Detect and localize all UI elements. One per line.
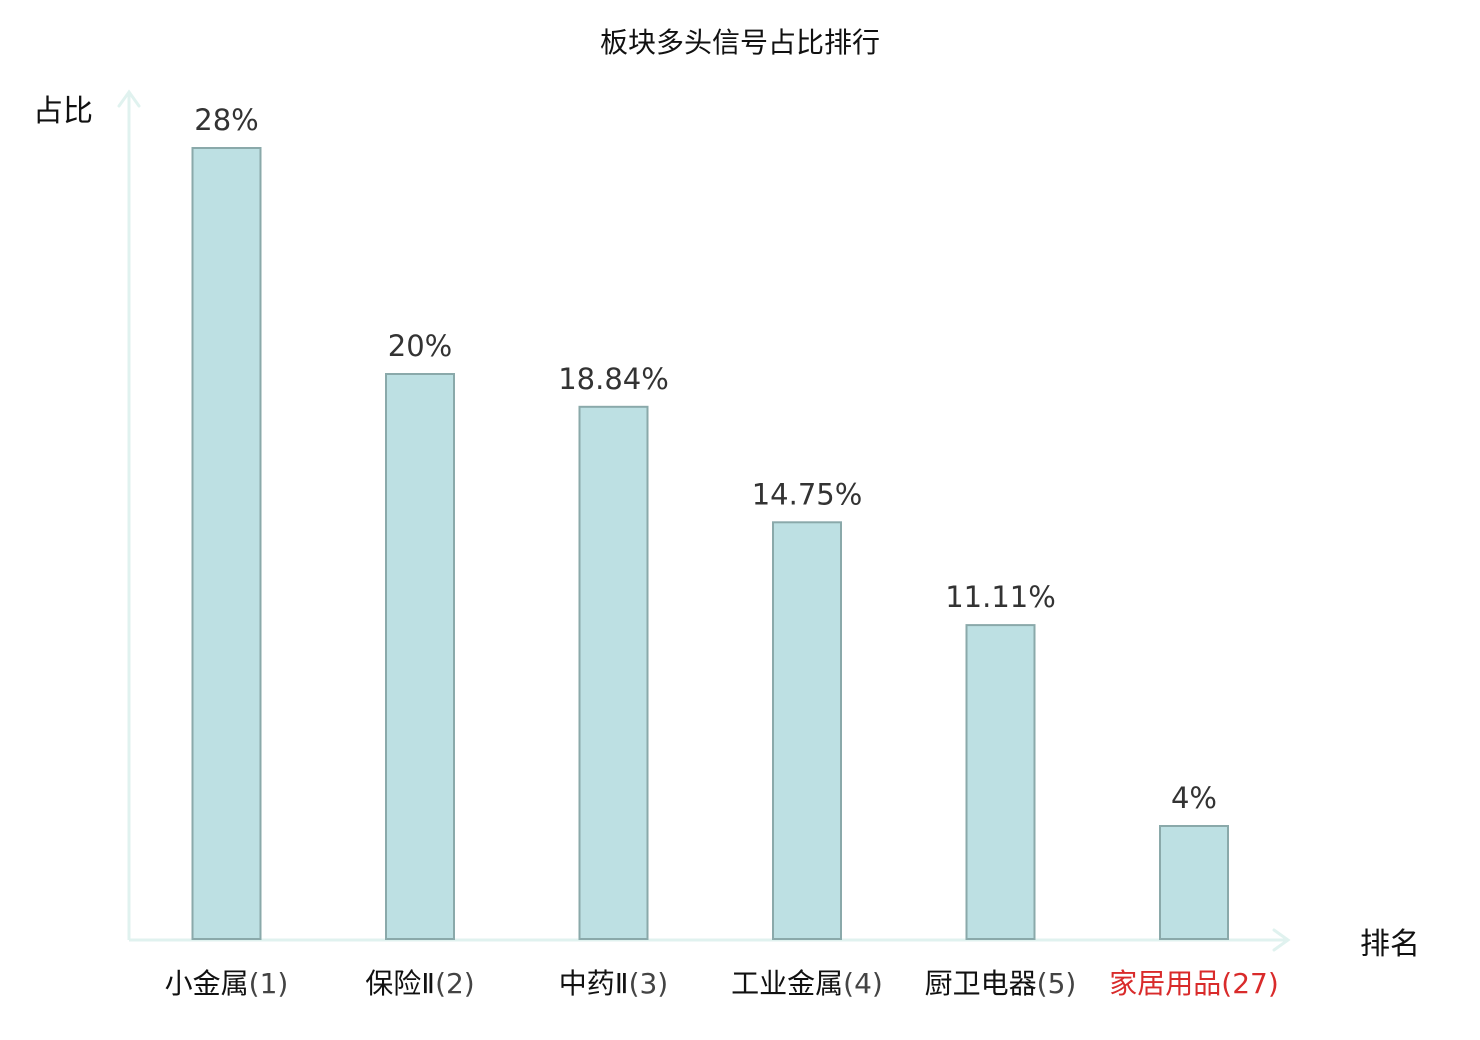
category-label-4: 工业金属(4) xyxy=(731,967,883,1000)
category-rank: (27) xyxy=(1221,967,1278,1000)
bar-3 xyxy=(578,405,649,940)
bar-series xyxy=(191,147,1229,940)
category-name: 保险Ⅱ xyxy=(365,967,435,1000)
category-rank: (1) xyxy=(249,967,289,1000)
value-label-5: 11.11% xyxy=(945,580,1056,614)
chart-title: 板块多头信号占比排行 xyxy=(600,26,880,59)
value-label-2: 20% xyxy=(388,329,452,363)
category-rank: (3) xyxy=(629,967,669,1000)
category-label-6: 家居用品(27) xyxy=(1109,967,1279,1000)
category-label-5: 厨卫电器(5) xyxy=(925,967,1077,1000)
category-name: 工业金属 xyxy=(731,967,843,1000)
bar-5 xyxy=(965,624,1036,940)
bar-4 xyxy=(772,521,842,940)
category-label-2: 保险Ⅱ(2) xyxy=(365,967,474,1000)
x-axis-arrow xyxy=(1272,928,1291,952)
category-labels: 小金属(1) 保险Ⅱ(2) 中药Ⅱ(3) 工业金属(4) 厨卫电器(5) 家居用品(27) xyxy=(165,967,1279,1000)
category-name: 小金属 xyxy=(165,967,249,1000)
value-label-6: 4% xyxy=(1171,781,1217,815)
value-label-3: 18.84% xyxy=(558,362,669,396)
category-name: 中药Ⅱ xyxy=(559,967,629,1000)
category-rank: (2) xyxy=(435,967,475,1000)
bar-2 xyxy=(385,373,455,940)
axes xyxy=(117,89,1291,952)
value-label-1: 28% xyxy=(194,103,258,137)
x-axis-label: 排名 xyxy=(1360,927,1420,962)
bar-6 xyxy=(1159,825,1229,940)
bar-1 xyxy=(191,147,262,940)
category-name: 家居用品 xyxy=(1109,967,1221,1000)
category-label-1: 小金属(1) xyxy=(165,967,289,1000)
value-labels: 28% 20% 18.84% 14.75% 11.11% 4% xyxy=(194,103,1217,815)
y-axis-arrow xyxy=(117,89,141,108)
value-label-4: 14.75% xyxy=(752,477,863,511)
category-name: 厨卫电器 xyxy=(925,967,1037,1000)
y-axis-label: 占比 xyxy=(33,94,93,129)
category-label-3: 中药Ⅱ(3) xyxy=(559,967,668,1000)
category-rank: (5) xyxy=(1037,967,1077,1000)
category-rank: (4) xyxy=(843,967,883,1000)
